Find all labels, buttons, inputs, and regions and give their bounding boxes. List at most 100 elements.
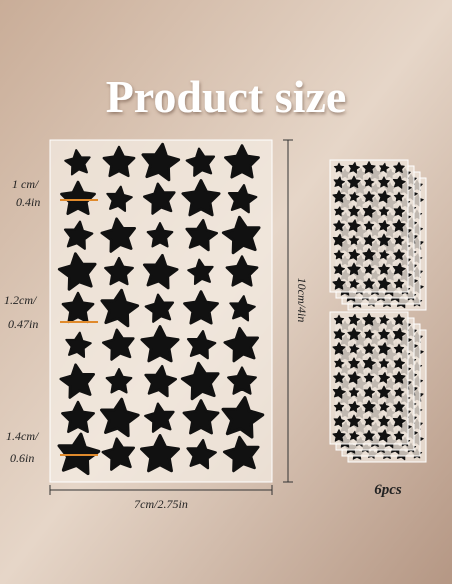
star — [144, 365, 177, 398]
title: Product size — [106, 71, 347, 122]
star — [392, 414, 406, 428]
star — [362, 248, 376, 261]
star — [363, 372, 375, 383]
star — [225, 255, 259, 287]
star — [392, 175, 406, 189]
star — [100, 217, 137, 253]
star — [394, 387, 405, 398]
star — [222, 435, 260, 473]
size-cm: 1.2cm/ — [4, 293, 38, 307]
star — [347, 371, 361, 385]
star — [182, 399, 220, 435]
star-grid — [57, 142, 265, 476]
star — [377, 342, 391, 356]
star — [348, 400, 361, 413]
star — [140, 325, 180, 363]
star — [348, 387, 360, 397]
star — [348, 357, 360, 369]
star — [144, 293, 175, 323]
star — [393, 357, 406, 370]
size-cm: 1.4cm/ — [6, 429, 40, 443]
star — [392, 262, 406, 276]
star — [378, 358, 390, 368]
star — [57, 252, 97, 291]
star — [347, 327, 361, 341]
star — [223, 326, 260, 363]
star — [333, 314, 345, 325]
star — [334, 206, 345, 217]
star — [146, 222, 174, 248]
star — [363, 234, 376, 247]
star — [378, 176, 390, 188]
star — [379, 249, 390, 260]
star — [333, 263, 346, 276]
star — [349, 191, 360, 202]
star — [392, 327, 406, 341]
star — [65, 331, 92, 358]
star — [102, 328, 135, 361]
star — [377, 429, 391, 443]
star — [102, 145, 136, 178]
star — [377, 233, 391, 247]
star — [348, 248, 361, 261]
star — [392, 371, 406, 384]
size-cm: 1 cm/ — [12, 177, 40, 191]
star — [332, 342, 346, 355]
star — [363, 429, 375, 442]
size-markers — [60, 199, 98, 456]
star — [141, 142, 181, 182]
star — [362, 313, 376, 326]
star — [378, 328, 390, 340]
star — [364, 264, 375, 275]
star — [362, 400, 376, 413]
star — [378, 263, 390, 275]
star — [347, 175, 361, 189]
star — [185, 219, 218, 252]
star — [333, 176, 346, 189]
star — [333, 249, 345, 260]
star — [347, 414, 361, 428]
star — [227, 184, 258, 214]
star — [61, 291, 95, 324]
count-label: 6pcs — [374, 482, 402, 498]
star — [185, 147, 216, 177]
size-inch: 0.6in — [10, 451, 34, 465]
star — [393, 205, 406, 218]
star — [227, 366, 257, 395]
dimension-lines — [49, 139, 293, 495]
star — [332, 429, 346, 442]
star — [362, 204, 376, 218]
star — [349, 278, 360, 289]
star — [332, 385, 346, 399]
star — [377, 190, 391, 204]
star — [63, 220, 94, 250]
star — [348, 161, 361, 174]
star — [379, 162, 390, 173]
star — [378, 415, 390, 427]
star — [183, 290, 219, 325]
mini-sheets — [329, 159, 427, 463]
star — [347, 262, 361, 276]
star — [187, 258, 214, 285]
star — [394, 235, 405, 246]
star — [186, 438, 217, 470]
star — [181, 179, 221, 217]
star — [363, 277, 375, 290]
star — [364, 177, 375, 188]
width-label: 7cm/2.75in — [134, 497, 188, 511]
star — [348, 205, 360, 217]
star — [100, 288, 140, 328]
star — [364, 416, 375, 427]
star — [349, 343, 360, 354]
star — [101, 437, 136, 471]
star — [186, 330, 217, 360]
star — [348, 235, 360, 245]
star — [332, 233, 346, 247]
star — [393, 191, 405, 202]
star — [333, 162, 345, 173]
star — [333, 328, 346, 341]
star — [332, 277, 346, 290]
star — [333, 371, 345, 384]
star — [363, 190, 375, 203]
star — [393, 278, 405, 289]
